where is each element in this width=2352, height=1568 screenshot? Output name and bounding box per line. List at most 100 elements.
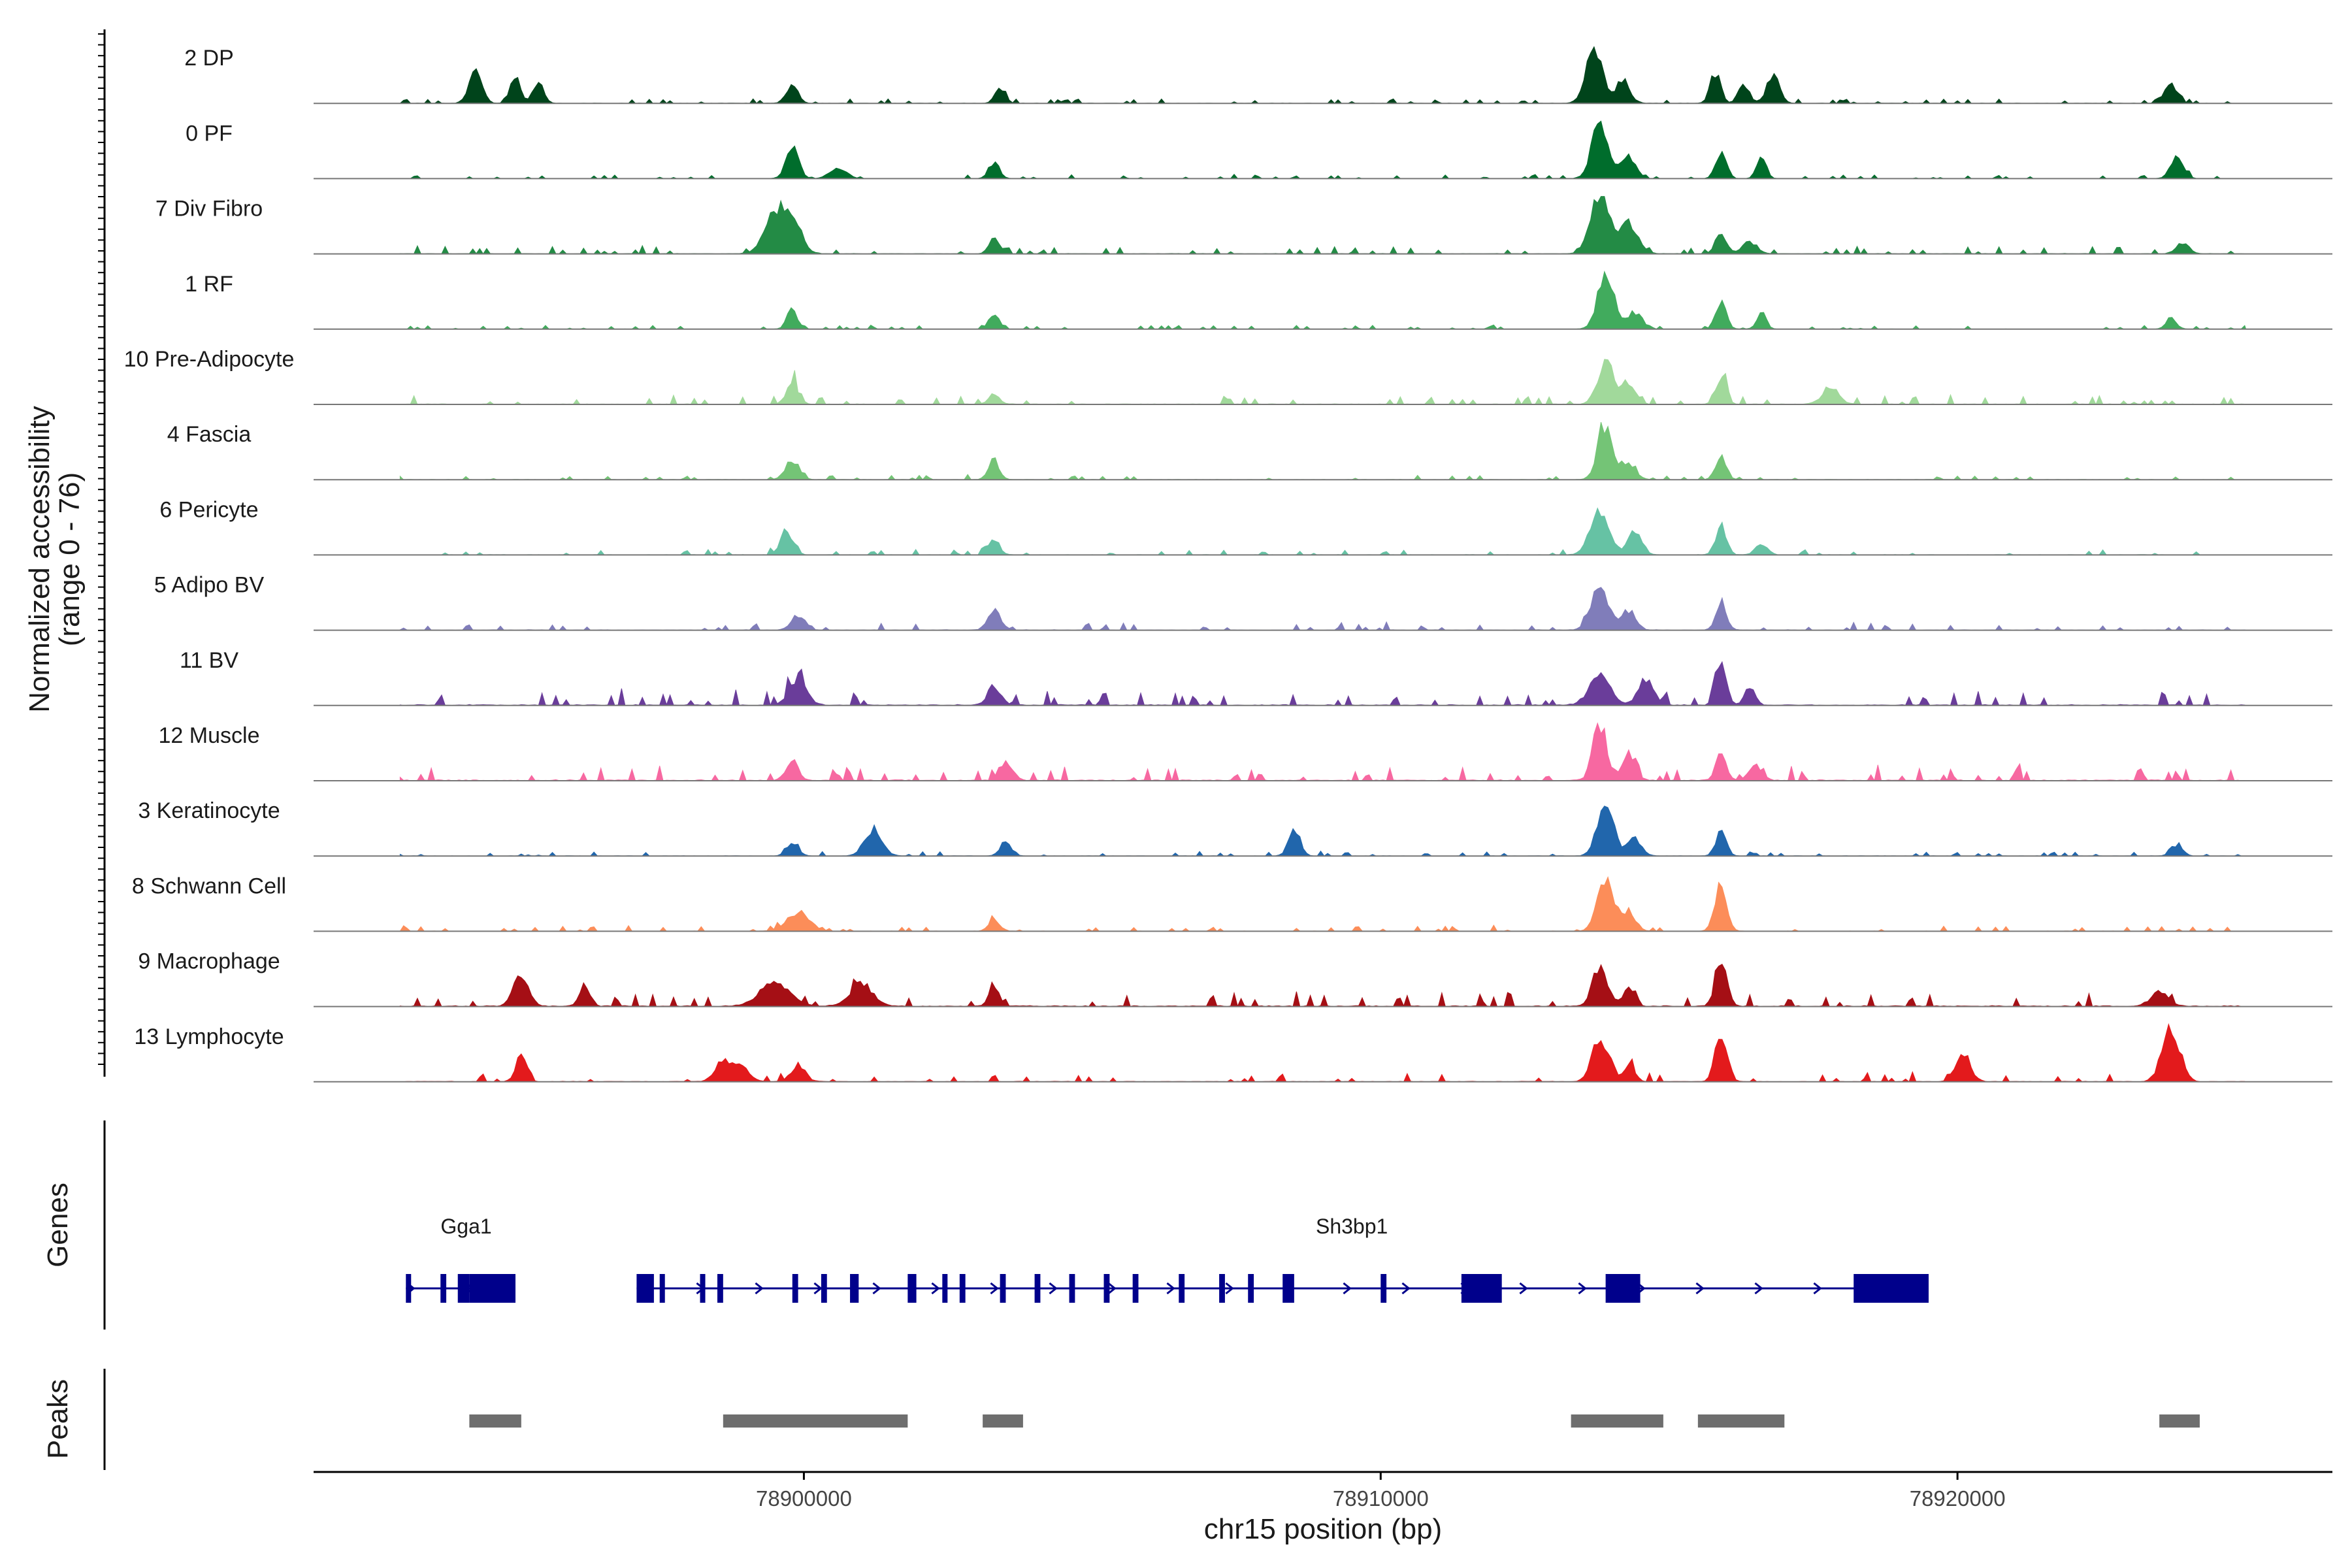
gene-exon	[1103, 1274, 1110, 1303]
strand-arrow	[1401, 1282, 1411, 1295]
x-axis-title: chr15 position (bp)	[1204, 1513, 1442, 1545]
peak-bar	[2159, 1414, 2200, 1428]
track-label: 0 PF	[186, 121, 233, 146]
coverage-track: 8 Schwann Cell	[132, 874, 2332, 932]
strand-arrow	[1578, 1282, 1587, 1295]
track-area	[399, 1023, 2246, 1083]
track-label: 4 Fascia	[167, 422, 252, 447]
gene-exon	[850, 1274, 859, 1303]
track-label: 10 Pre-Adipocyte	[124, 347, 295, 372]
coverage-track: 6 Pericyte	[159, 497, 2332, 556]
y-axis-subtitle: (range 0 - 76)	[54, 472, 86, 647]
track-area	[399, 270, 2247, 330]
coverage-track: 1 RF	[185, 270, 2332, 330]
strand-arrow	[990, 1282, 999, 1295]
coverage-track: 7 Div Fibro	[155, 196, 2332, 255]
track-area	[399, 120, 2246, 179]
track-area	[399, 196, 2246, 255]
coverage-track: 4 Fascia	[167, 422, 2332, 481]
track-area	[399, 507, 2246, 555]
track-label: 7 Div Fibro	[155, 197, 263, 221]
gene-exon	[1605, 1274, 1641, 1303]
coverage-tracks: 2 DP 0 PF 7 Div Fibro 1 RF 10 Pre-Adipocyte 4…	[124, 46, 2332, 1083]
gene-exon	[440, 1274, 447, 1303]
track-label: 13 Lymphocyte	[134, 1024, 284, 1049]
gene-name-label: Sh3bp1	[1316, 1215, 1388, 1238]
gene-exon	[717, 1274, 723, 1303]
y-axis-ticks	[98, 33, 105, 1065]
gene-exon	[1282, 1274, 1294, 1303]
strand-arrow	[1343, 1282, 1352, 1295]
strand-arrow	[813, 1282, 823, 1295]
strand-arrow	[1519, 1282, 1528, 1295]
gene-exon	[700, 1274, 706, 1303]
peak-bar	[1697, 1414, 1785, 1428]
peaks-panel-title: Peaks	[42, 1379, 74, 1459]
gene-exon	[1854, 1274, 1929, 1303]
gene-model: Sh3bp1	[636, 1215, 1929, 1303]
x-tick-label: 78900000	[756, 1486, 852, 1511]
coverage-track: 9 Macrophage	[138, 949, 2332, 1007]
track-label: 5 Adipo BV	[154, 573, 265, 598]
gene-exon	[1000, 1274, 1006, 1303]
track-label: 8 Schwann Cell	[132, 874, 286, 898]
peak-bar	[469, 1414, 521, 1428]
peak-bar	[1571, 1414, 1663, 1428]
strand-arrow	[1754, 1282, 1763, 1295]
track-area	[399, 422, 2246, 480]
track-area	[399, 806, 2246, 857]
track-area	[399, 359, 2246, 406]
strand-arrow	[931, 1282, 940, 1295]
gene-models: Gga1 Sh3bp1	[406, 1215, 1929, 1303]
gene-exon	[1132, 1274, 1139, 1303]
coverage-track: 11 BV	[180, 648, 2332, 707]
track-area	[399, 722, 2246, 782]
gene-exon	[959, 1274, 966, 1303]
peak-bar	[983, 1414, 1023, 1428]
coverage-track: 13 Lymphocyte	[134, 1023, 2332, 1083]
coverage-track: 10 Pre-Adipocyte	[124, 347, 2332, 406]
gene-exon	[457, 1274, 470, 1303]
gene-exon	[792, 1274, 798, 1303]
strand-arrow	[1049, 1282, 1058, 1295]
strand-arrow	[1107, 1282, 1117, 1295]
gene-exon	[469, 1274, 515, 1303]
gene-exon	[907, 1274, 917, 1303]
gene-exon	[1034, 1274, 1041, 1303]
track-label: 2 DP	[184, 46, 234, 71]
track-label: 6 Pericyte	[159, 497, 258, 522]
x-tick-label: 78920000	[1910, 1486, 2006, 1511]
peak-regions	[469, 1414, 2200, 1428]
strand-arrow	[1166, 1282, 1175, 1295]
genes-panel-title: Genes	[42, 1183, 74, 1267]
track-area	[399, 587, 2246, 631]
track-area	[399, 46, 2246, 104]
track-label: 3 Keratinocyte	[138, 798, 280, 823]
gene-exon	[1179, 1274, 1185, 1303]
track-area	[399, 661, 2246, 707]
strand-arrow	[1225, 1282, 1234, 1295]
x-axis-ticks: 78900000 78910000 78920000	[756, 1472, 2006, 1511]
gene-exon	[1069, 1274, 1075, 1303]
strand-arrow	[1695, 1282, 1705, 1295]
coverage-track: 3 Keratinocyte	[138, 798, 2332, 857]
gene-exon	[1380, 1274, 1387, 1303]
gene-exon	[821, 1274, 827, 1303]
strand-arrow	[1813, 1282, 1822, 1295]
gene-name-label: Gga1	[440, 1215, 491, 1238]
gene-exon	[636, 1274, 654, 1303]
gene-exon	[1461, 1274, 1502, 1303]
track-area	[399, 964, 2246, 1007]
strand-arrow	[755, 1282, 764, 1295]
coverage-track: 12 Muscle	[159, 722, 2332, 782]
x-tick-label: 78910000	[1333, 1486, 1429, 1511]
track-label: 9 Macrophage	[138, 949, 280, 974]
gene-model: Gga1	[406, 1215, 515, 1303]
strand-arrow	[872, 1282, 881, 1295]
gene-exon	[406, 1274, 412, 1303]
track-label: 11 BV	[180, 648, 238, 673]
track-area	[399, 875, 2246, 932]
gene-exon	[1248, 1274, 1254, 1303]
coverage-track: 2 DP	[184, 46, 2332, 105]
